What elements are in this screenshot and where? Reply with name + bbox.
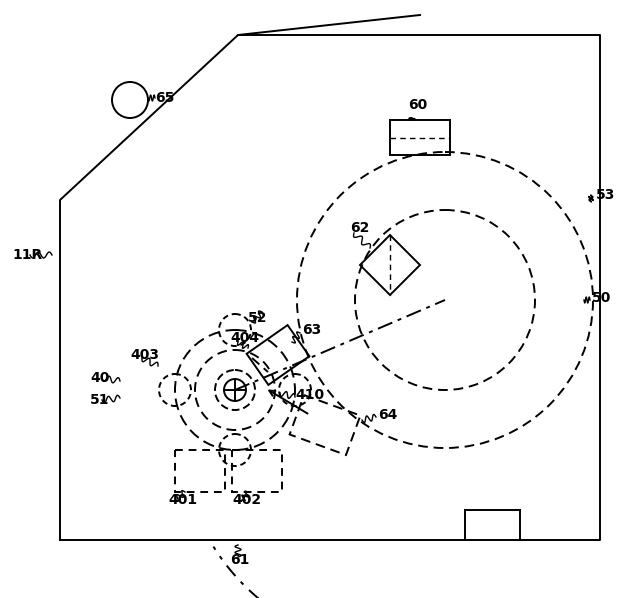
Text: 60: 60 (408, 98, 428, 112)
Bar (175, 450, 225, 492)
Bar (232, 450, 282, 492)
Text: 40: 40 (90, 371, 109, 385)
Text: 64: 64 (378, 408, 397, 422)
Text: 51: 51 (90, 393, 109, 407)
Text: 403: 403 (130, 348, 159, 362)
Text: 62: 62 (350, 221, 369, 235)
Text: 11R: 11R (12, 248, 42, 262)
Text: 61: 61 (230, 553, 250, 567)
Text: 410: 410 (295, 388, 324, 402)
Text: 65: 65 (155, 91, 174, 105)
Text: 404: 404 (230, 331, 259, 345)
Text: 63: 63 (302, 323, 321, 337)
Text: 53: 53 (596, 188, 616, 202)
Bar (390, 120, 450, 155)
Text: 52: 52 (248, 311, 268, 325)
Text: 402: 402 (232, 493, 261, 507)
Text: 401: 401 (168, 493, 197, 507)
Text: 50: 50 (592, 291, 611, 305)
